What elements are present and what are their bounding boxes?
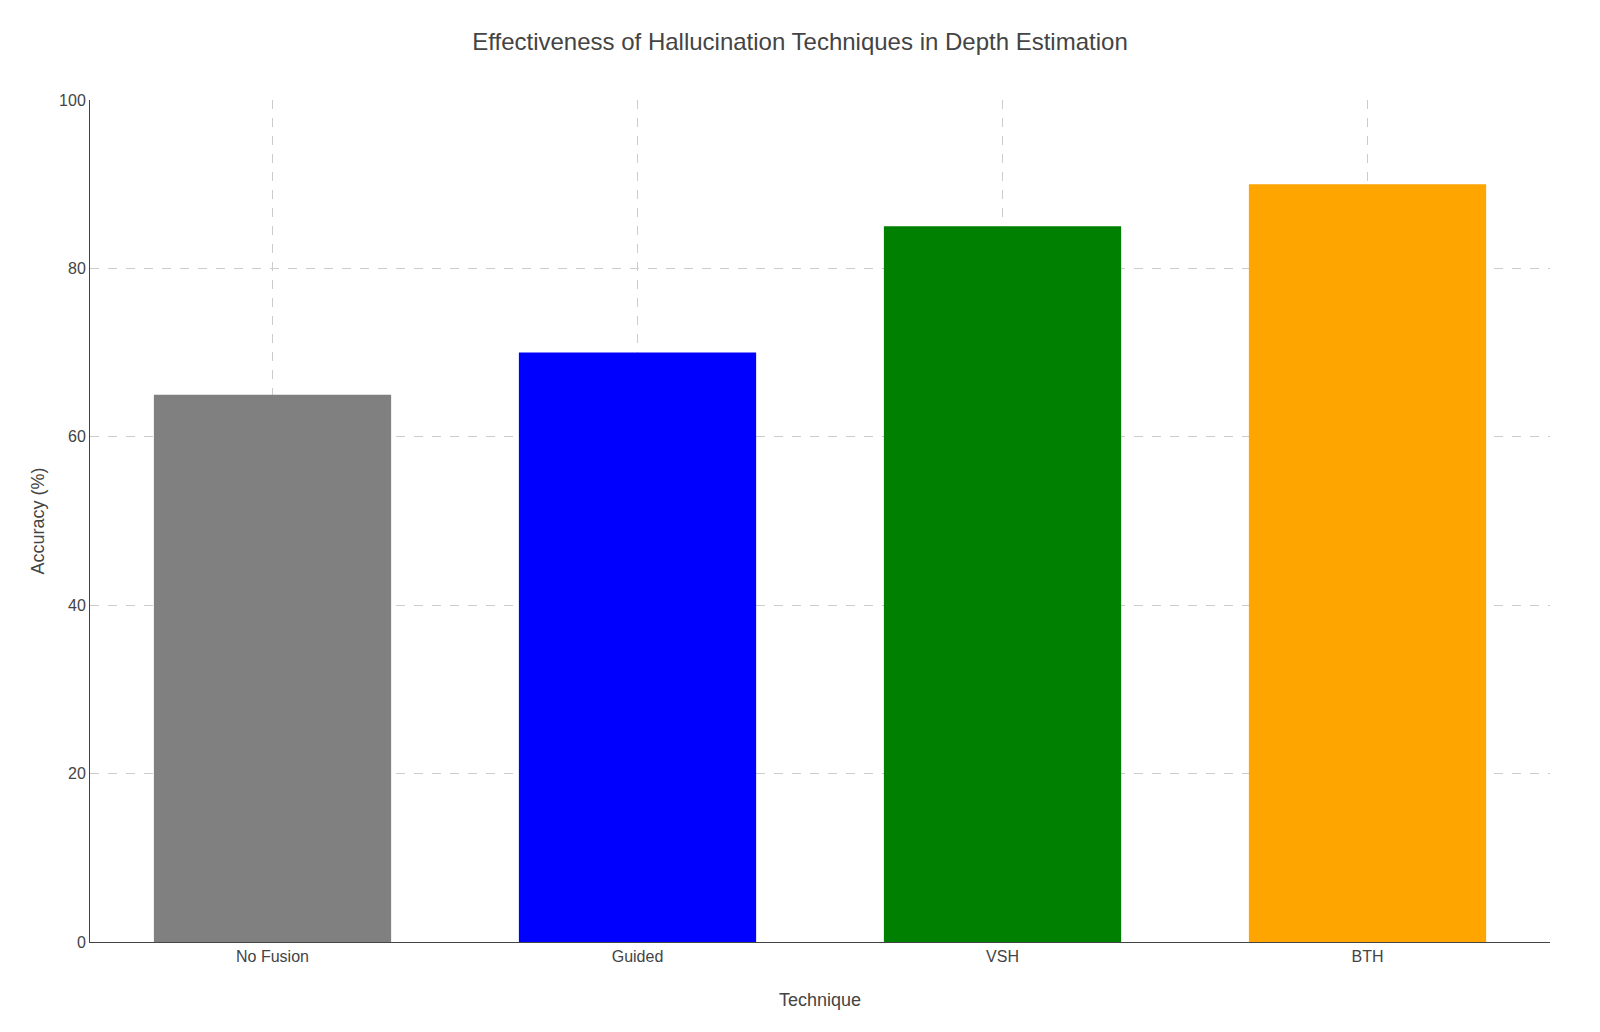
svg-text:Effectiveness of Hallucination: Effectiveness of Hallucination Technique… (472, 28, 1128, 55)
svg-text:20: 20 (68, 765, 86, 782)
svg-text:No Fusion: No Fusion (236, 948, 309, 965)
svg-text:Guided: Guided (612, 948, 664, 965)
svg-text:BTH: BTH (1352, 948, 1384, 965)
svg-text:40: 40 (68, 597, 86, 614)
svg-text:0: 0 (77, 934, 86, 951)
svg-text:Accuracy (%): Accuracy (%) (28, 467, 48, 574)
svg-text:VSH: VSH (986, 948, 1019, 965)
svg-text:80: 80 (68, 260, 86, 277)
svg-text:100: 100 (59, 92, 86, 109)
svg-text:60: 60 (68, 428, 86, 445)
svg-text:Technique: Technique (779, 990, 861, 1010)
